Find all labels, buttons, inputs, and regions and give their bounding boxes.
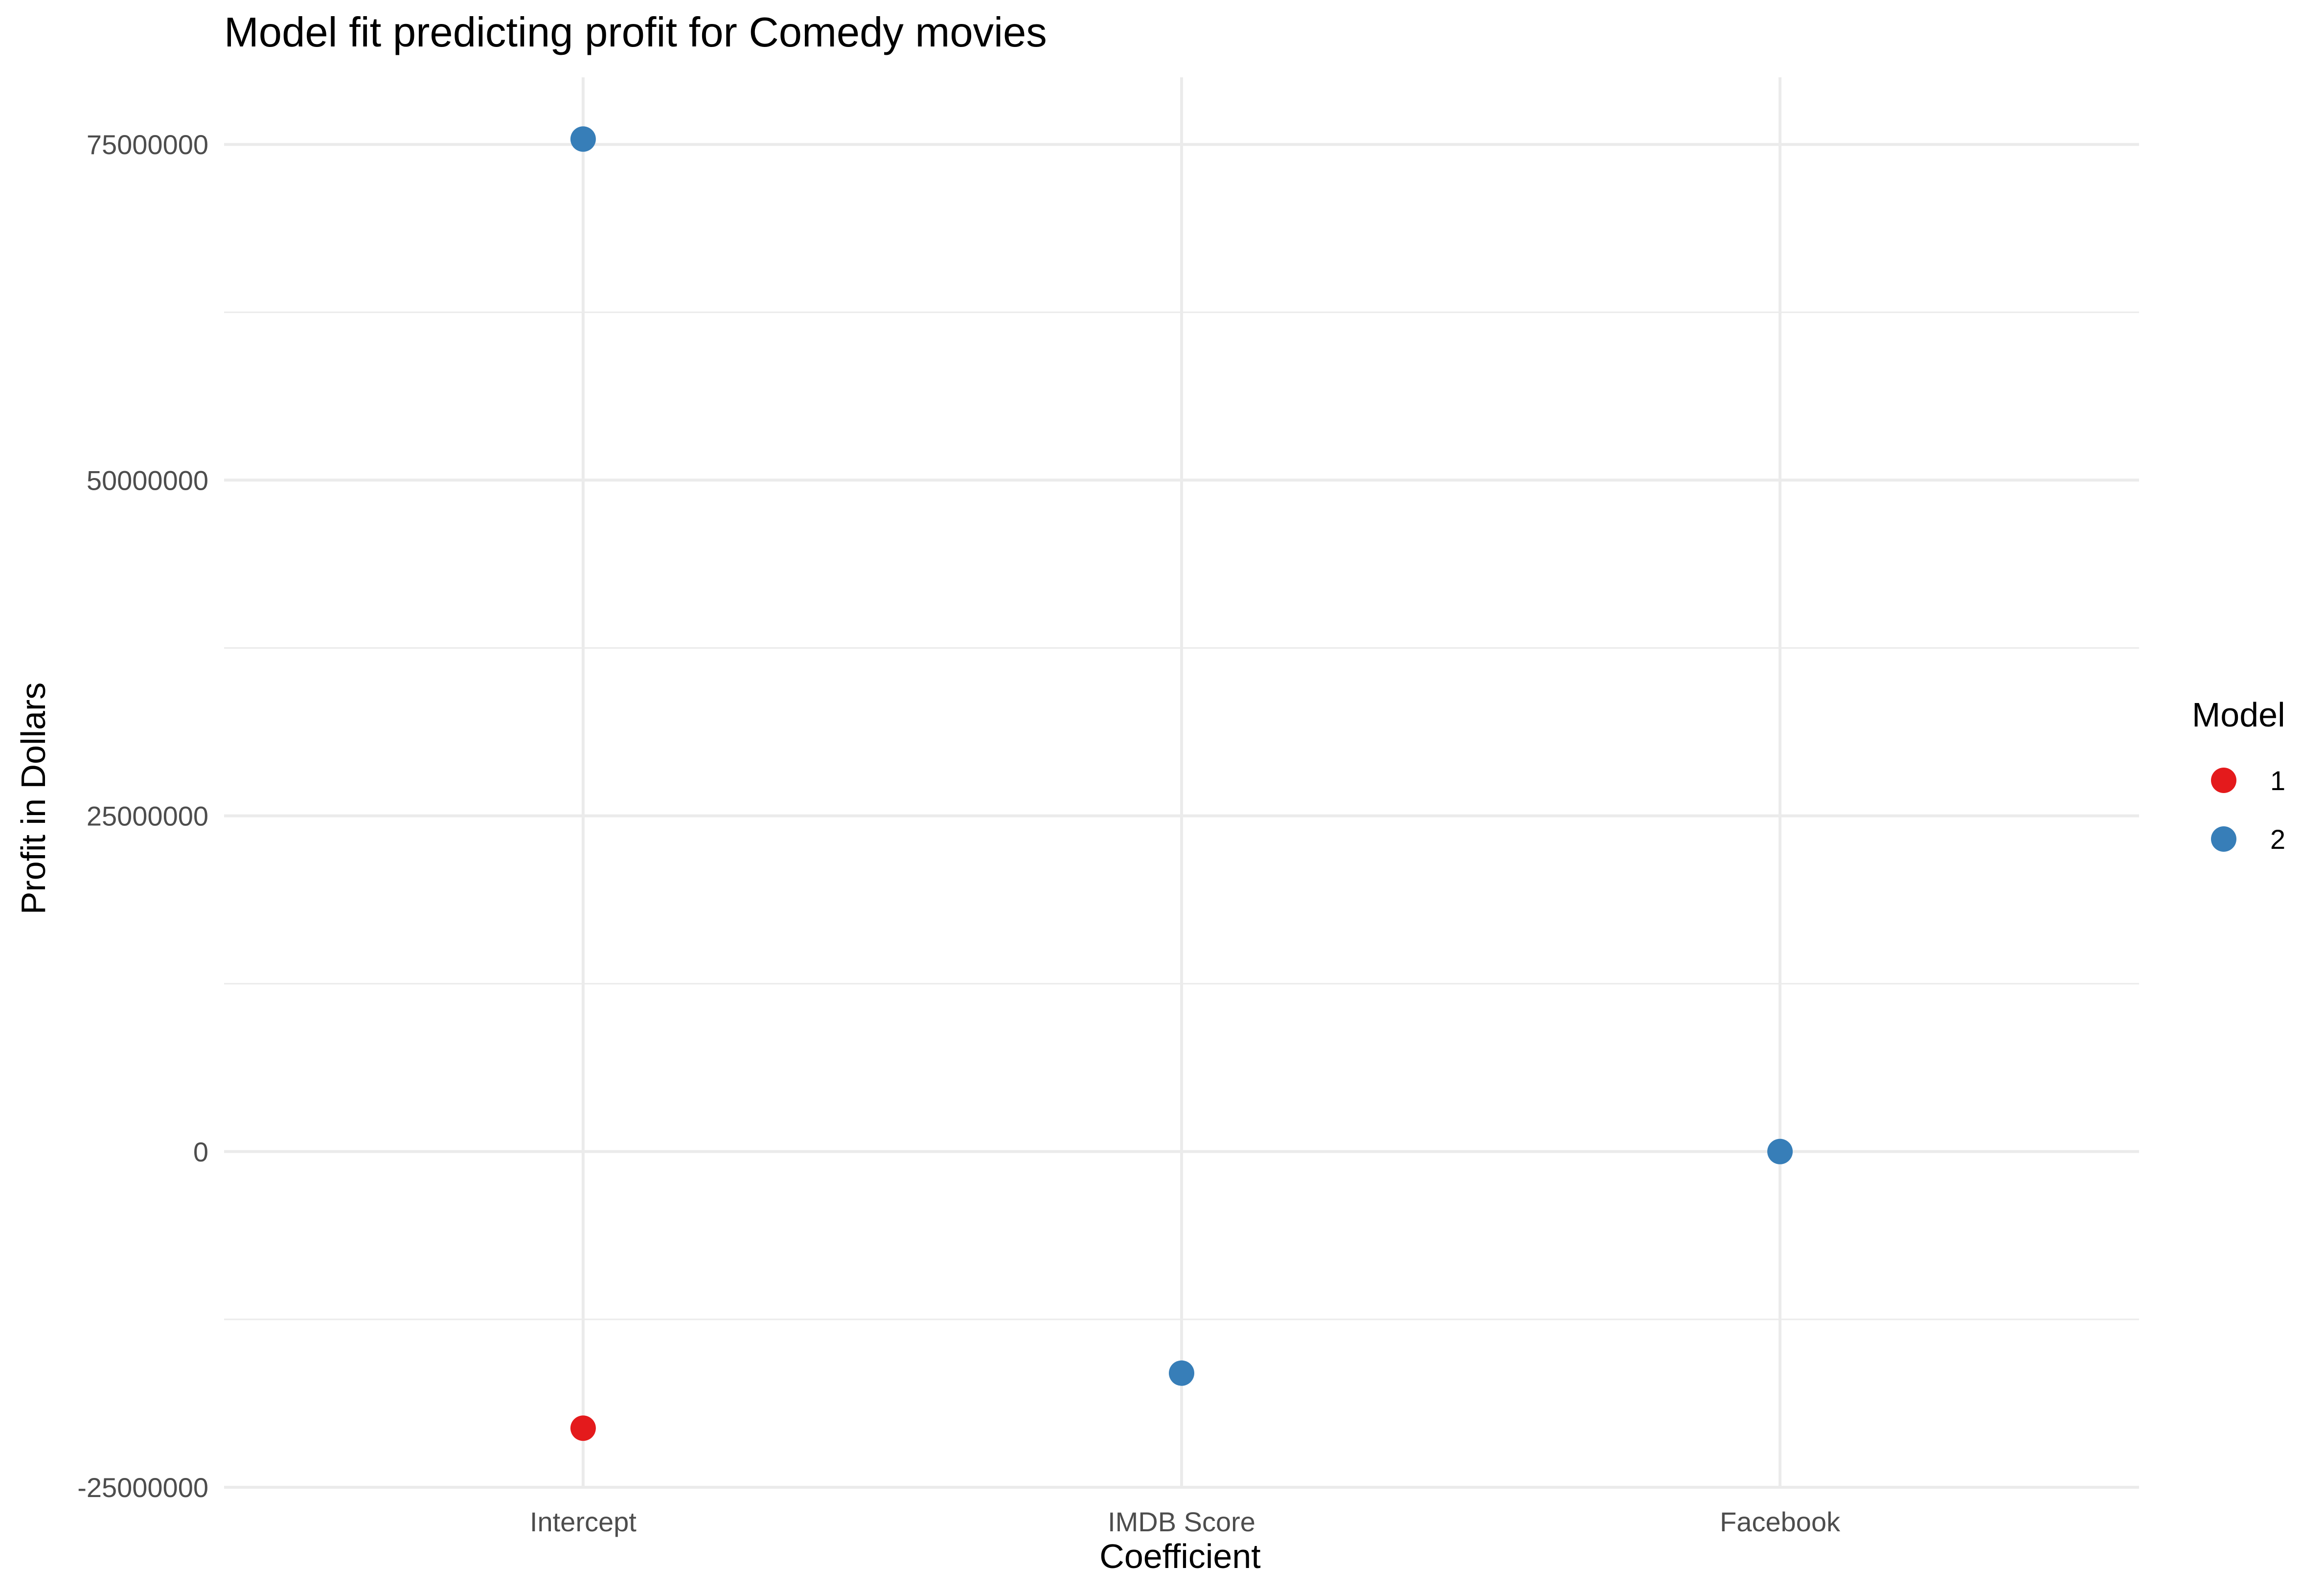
y-tick-label: 0 — [193, 1136, 208, 1167]
legend-label: 2 — [2270, 824, 2285, 855]
y-tick-label: 50000000 — [87, 465, 208, 496]
y-tick-label: -25000000 — [77, 1472, 208, 1503]
x-tick-label: Intercept — [530, 1506, 637, 1537]
x-axis-title: Coefficient — [1099, 1537, 1260, 1575]
chart-title: Model fit predicting profit for Comedy m… — [224, 9, 1047, 56]
y-tick-label: 25000000 — [87, 801, 208, 832]
x-tick-labels: Intercept IMDB Score Facebook — [530, 1506, 1841, 1537]
data-point-model-1 — [570, 1415, 596, 1441]
legend-key — [2211, 826, 2236, 852]
legend-item-model-1: 1 — [2211, 765, 2285, 796]
y-tick-labels: -25000000 0 25000000 50000000 75000000 — [77, 129, 208, 1503]
data-point-model-2 — [1767, 1138, 1793, 1164]
legend: Model 12 — [2192, 696, 2285, 855]
legend-items: 12 — [2211, 765, 2285, 855]
y-axis-title: Profit in Dollars — [14, 682, 52, 915]
data-points — [570, 126, 1793, 1441]
legend-title: Model — [2192, 696, 2285, 734]
legend-key — [2211, 768, 2236, 793]
grid — [224, 77, 2139, 1489]
data-point-model-2 — [570, 126, 596, 152]
y-tick-label: 75000000 — [87, 129, 208, 160]
legend-item-model-2: 2 — [2211, 824, 2285, 855]
x-tick-label: Facebook — [1720, 1506, 1841, 1537]
x-tick-label: IMDB Score — [1108, 1506, 1255, 1537]
legend-label: 1 — [2270, 765, 2285, 796]
data-point-model-2 — [1169, 1360, 1194, 1386]
